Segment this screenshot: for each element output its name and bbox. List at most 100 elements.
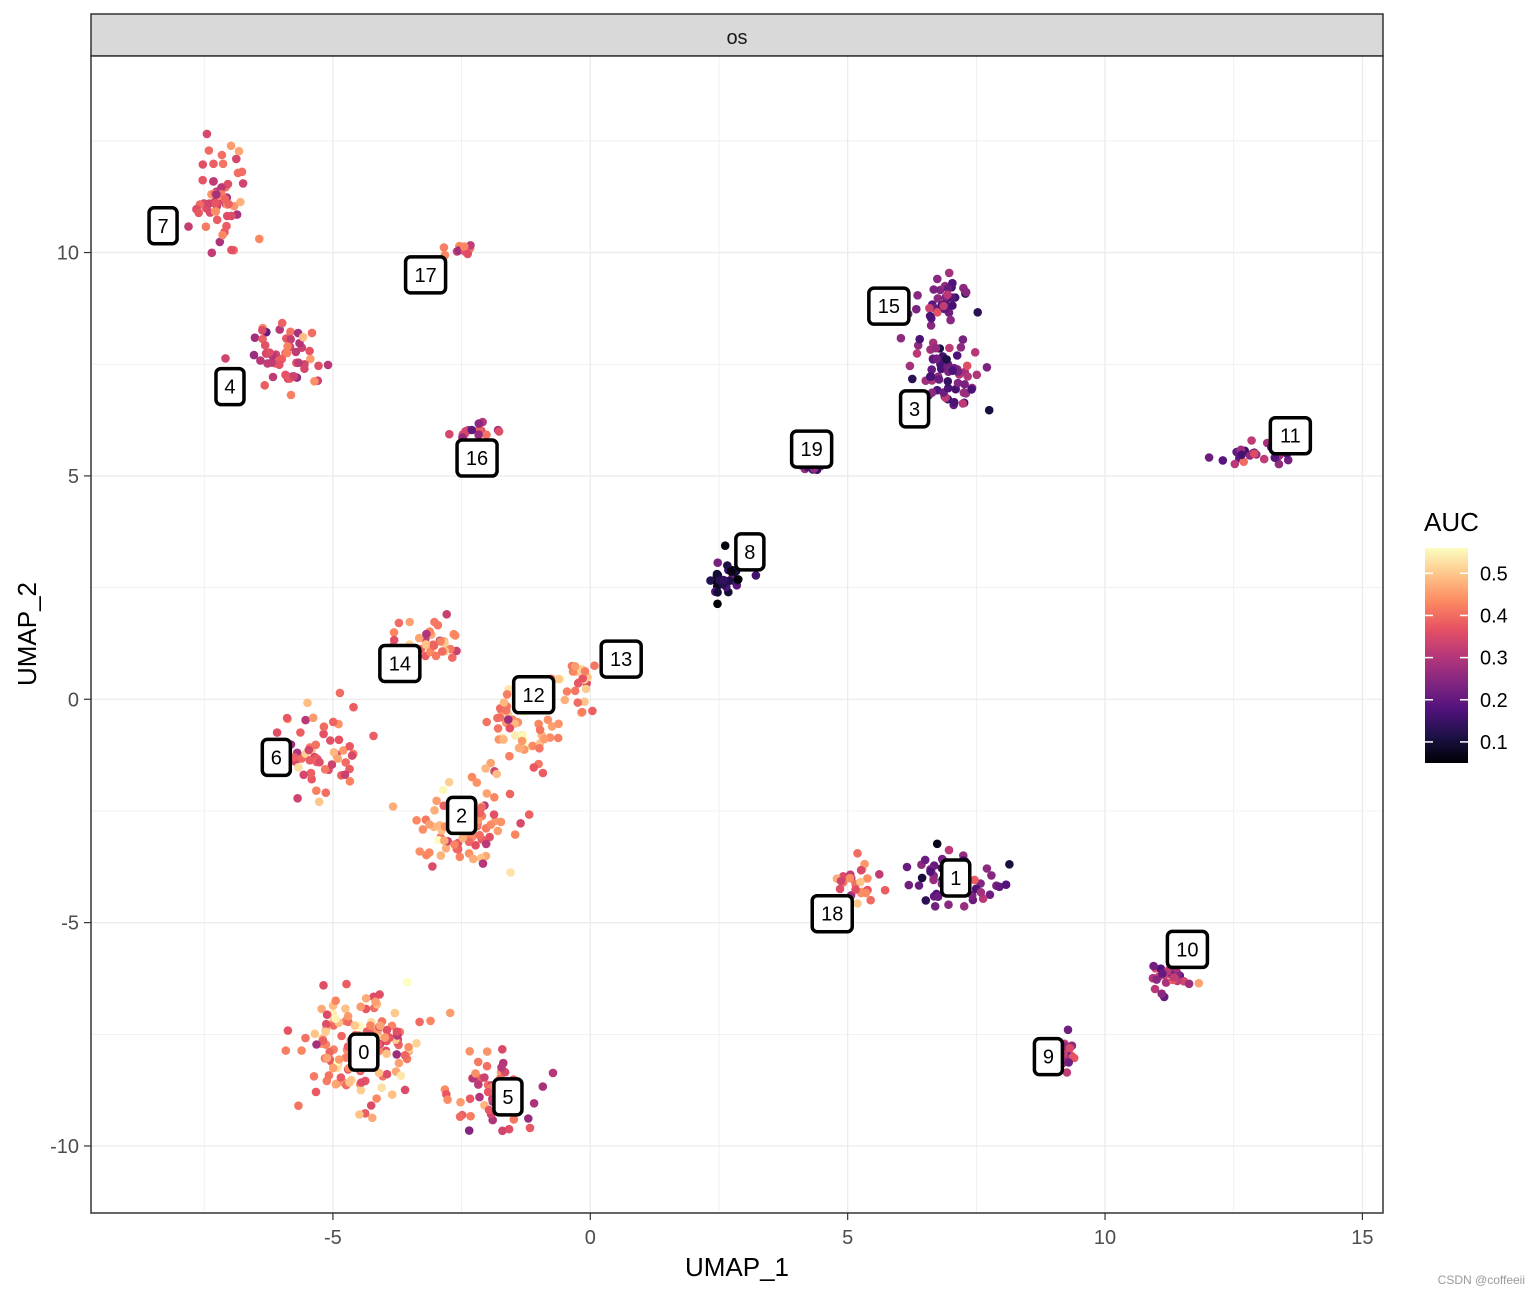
data-point-cluster-3	[958, 335, 968, 344]
data-point-cluster-14	[449, 629, 459, 639]
data-point-cluster-0	[402, 977, 412, 987]
data-point-cluster-13	[554, 674, 563, 684]
data-point-cluster-6	[319, 729, 328, 739]
data-point-cluster-3	[984, 405, 994, 415]
cluster-label-13: 13	[599, 639, 643, 679]
cluster-label-text: 14	[389, 654, 411, 676]
data-point-cluster-2	[472, 778, 482, 787]
data-point-cluster-10	[1161, 978, 1171, 987]
data-point-cluster-2	[425, 820, 434, 829]
data-point-cluster-3	[915, 334, 924, 344]
x-axis-ticks: -5 0 5 10 15	[324, 1213, 1374, 1249]
data-point-cluster-4	[298, 332, 308, 342]
data-point-cluster-12	[493, 724, 503, 733]
data-point-cluster-5	[482, 1061, 492, 1071]
facet-strip-label: os	[726, 27, 747, 49]
data-point-cluster-13	[570, 662, 580, 671]
data-point-cluster-6	[326, 736, 335, 745]
data-point-cluster-4	[306, 354, 315, 364]
data-point-cluster-1	[921, 896, 931, 905]
data-point-cluster-14	[436, 637, 445, 646]
data-point-cluster-2	[481, 839, 491, 849]
data-point-cluster-11	[1274, 459, 1284, 469]
data-point-cluster-5	[466, 1111, 475, 1121]
cluster-label-text: 11	[1280, 426, 1301, 448]
data-point-cluster-0	[318, 1036, 328, 1045]
data-point-cluster-0	[334, 1055, 344, 1064]
data-point-cluster-13	[581, 684, 591, 694]
data-point-cluster-5	[456, 1097, 465, 1107]
data-point-cluster-4	[265, 348, 274, 357]
data-point-cluster-0	[317, 1004, 326, 1014]
data-point-cluster-7	[220, 194, 230, 204]
data-point-cluster-2	[455, 852, 465, 862]
data-point-cluster-15	[948, 301, 957, 310]
data-point-cluster-15	[933, 308, 942, 317]
data-point-cluster-18	[880, 885, 890, 895]
legend-title: AUC	[1424, 507, 1479, 537]
data-point-cluster-7	[198, 160, 208, 169]
data-point-cluster-3	[963, 372, 972, 381]
data-point-cluster-12	[505, 723, 515, 733]
data-point-cluster-12	[516, 743, 525, 753]
cluster-label-text: 3	[909, 399, 920, 421]
data-point-cluster-1	[902, 862, 912, 872]
cluster-label-text: 15	[878, 296, 900, 318]
data-point-cluster-5	[455, 1112, 465, 1121]
y-tick-label: 10	[57, 243, 79, 265]
data-point-cluster-16	[445, 429, 454, 439]
data-point-cluster-4	[310, 377, 319, 386]
data-point-cluster-15	[926, 321, 936, 330]
data-point-cluster-12	[486, 758, 496, 768]
data-point-cluster-10	[1157, 989, 1166, 998]
cluster-label-box	[403, 255, 448, 295]
data-point-cluster-12	[554, 719, 563, 729]
data-point-cluster-7	[202, 129, 212, 139]
data-point-cluster-6	[341, 758, 351, 767]
data-point-cluster-2	[415, 847, 425, 856]
data-point-cluster-2	[436, 851, 446, 860]
data-point-cluster-6	[321, 788, 331, 797]
data-point-cluster-14	[405, 617, 415, 627]
data-point-cluster-7	[194, 208, 203, 218]
data-point-cluster-9	[1064, 1058, 1073, 1067]
data-point-cluster-1	[970, 875, 979, 885]
data-point-cluster-11	[1247, 436, 1256, 445]
data-point-cluster-5	[443, 1095, 452, 1104]
data-point-cluster-15	[929, 285, 938, 294]
data-point-cluster-18	[875, 870, 884, 879]
data-point-cluster-6	[335, 688, 345, 698]
data-point-cluster-15	[943, 290, 952, 300]
cluster-label-10: 10	[1165, 929, 1210, 970]
data-point-cluster-0	[382, 1049, 391, 1058]
data-point-cluster-2	[471, 841, 480, 850]
data-point-cluster-5	[465, 1094, 475, 1103]
data-point-cluster-6	[272, 728, 282, 737]
data-point-cluster-10	[1194, 978, 1204, 988]
cluster-label-11: 11	[1268, 415, 1313, 456]
x-tick-label: 10	[1094, 1227, 1116, 1249]
y-tick-label: -5	[61, 913, 79, 935]
data-point-cluster-12	[481, 764, 490, 773]
data-point-cluster-3	[927, 365, 936, 374]
data-point-cluster-7	[237, 167, 247, 177]
data-point-cluster-0	[311, 1087, 321, 1097]
data-point-cluster-18	[863, 874, 872, 883]
cluster-label-6: 6	[260, 737, 293, 778]
data-point-cluster-15	[939, 301, 948, 311]
data-point-cluster-12	[505, 751, 514, 761]
data-point-cluster-2	[505, 789, 515, 799]
data-point-cluster-7	[217, 183, 226, 192]
data-point-cluster-15	[944, 268, 954, 278]
cluster-label-box	[1032, 1036, 1065, 1077]
data-point-cluster-17	[439, 243, 449, 252]
data-point-cluster-7	[211, 207, 221, 216]
data-point-cluster-6	[315, 757, 324, 767]
data-point-cluster-5	[498, 1045, 507, 1054]
data-point-cluster-2	[464, 837, 474, 847]
data-point-cluster-6	[369, 731, 378, 741]
data-point-cluster-4	[307, 328, 317, 338]
data-point-cluster-3	[958, 399, 968, 408]
data-point-cluster-5	[482, 1047, 492, 1056]
